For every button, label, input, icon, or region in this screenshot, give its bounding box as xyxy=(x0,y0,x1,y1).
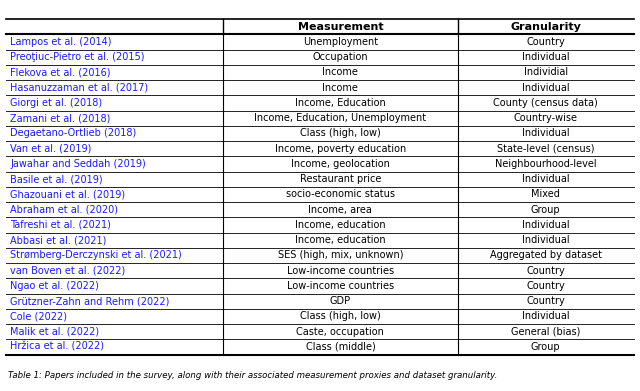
Text: Lampos et al. (2014): Lampos et al. (2014) xyxy=(10,37,111,47)
Text: Aggregated by dataset: Aggregated by dataset xyxy=(490,250,602,260)
Text: Low-income countries: Low-income countries xyxy=(287,265,394,276)
Text: Neighbourhood-level: Neighbourhood-level xyxy=(495,159,596,169)
Text: Tafreshi et al. (2021): Tafreshi et al. (2021) xyxy=(10,220,111,230)
Text: Measurement: Measurement xyxy=(298,22,383,32)
Text: Individual: Individual xyxy=(522,235,570,245)
Text: Giorgi et al. (2018): Giorgi et al. (2018) xyxy=(10,98,102,108)
Text: Individial: Individial xyxy=(524,68,568,77)
Text: Ngao et al. (2022): Ngao et al. (2022) xyxy=(10,281,99,291)
Text: Income, education: Income, education xyxy=(295,235,386,245)
Text: Mixed: Mixed xyxy=(531,189,560,199)
Text: Income, geolocation: Income, geolocation xyxy=(291,159,390,169)
Text: Income: Income xyxy=(323,68,358,77)
Text: Flekova et al. (2016): Flekova et al. (2016) xyxy=(10,68,111,77)
Text: Grützner-Zahn and Rehm (2022): Grützner-Zahn and Rehm (2022) xyxy=(10,296,170,306)
Text: Individual: Individual xyxy=(522,174,570,184)
Text: Country: Country xyxy=(527,37,565,47)
Text: Hržica et al. (2022): Hržica et al. (2022) xyxy=(10,342,104,352)
Text: Ghazouani et al. (2019): Ghazouani et al. (2019) xyxy=(10,189,125,199)
Text: van Boven et al. (2022): van Boven et al. (2022) xyxy=(10,265,125,276)
Text: Low-income countries: Low-income countries xyxy=(287,281,394,291)
Text: Abbasi et al. (2021): Abbasi et al. (2021) xyxy=(10,235,106,245)
Text: Individual: Individual xyxy=(522,52,570,62)
Text: Zamani et al. (2018): Zamani et al. (2018) xyxy=(10,113,111,123)
Text: Income, education: Income, education xyxy=(295,220,386,230)
Text: Individual: Individual xyxy=(522,128,570,138)
Text: Cole (2022): Cole (2022) xyxy=(10,311,67,321)
Text: Income, poverty education: Income, poverty education xyxy=(275,143,406,154)
Text: Van et al. (2019): Van et al. (2019) xyxy=(10,143,92,154)
Text: General (bias): General (bias) xyxy=(511,326,580,337)
Text: Basile et al. (2019): Basile et al. (2019) xyxy=(10,174,103,184)
Text: Income, area: Income, area xyxy=(308,204,372,215)
Text: Class (high, low): Class (high, low) xyxy=(300,311,381,321)
Text: Malik et al. (2022): Malik et al. (2022) xyxy=(10,326,99,337)
Text: Class (high, low): Class (high, low) xyxy=(300,128,381,138)
Text: Table 1: Papers included in the survey, along with their associated measurement : Table 1: Papers included in the survey, … xyxy=(8,371,497,380)
Text: Income, Education: Income, Education xyxy=(295,98,386,108)
Text: Group: Group xyxy=(531,342,561,352)
Text: SES (high, mix, unknown): SES (high, mix, unknown) xyxy=(278,250,403,260)
Text: Individual: Individual xyxy=(522,220,570,230)
Text: Country: Country xyxy=(527,296,565,306)
Text: Class (middle): Class (middle) xyxy=(305,342,375,352)
Text: County (census data): County (census data) xyxy=(493,98,598,108)
Text: Caste, occupation: Caste, occupation xyxy=(296,326,385,337)
Text: Individual: Individual xyxy=(522,311,570,321)
Text: Preoţiuc-Pietro et al. (2015): Preoţiuc-Pietro et al. (2015) xyxy=(10,52,145,62)
Text: Country: Country xyxy=(527,265,565,276)
Text: Hasanuzzaman et al. (2017): Hasanuzzaman et al. (2017) xyxy=(10,83,148,93)
Text: Restaurant price: Restaurant price xyxy=(300,174,381,184)
Text: Granularity: Granularity xyxy=(510,22,581,32)
Text: Income, Education, Unemployment: Income, Education, Unemployment xyxy=(254,113,426,123)
Text: GDP: GDP xyxy=(330,296,351,306)
Text: Jawahar and Seddah (2019): Jawahar and Seddah (2019) xyxy=(10,159,146,169)
Text: Country: Country xyxy=(527,281,565,291)
Text: Country-wise: Country-wise xyxy=(514,113,578,123)
Text: Unemployment: Unemployment xyxy=(303,37,378,47)
Text: Strømberg-Derczynski et al. (2021): Strømberg-Derczynski et al. (2021) xyxy=(10,250,182,260)
Text: Group: Group xyxy=(531,204,561,215)
Text: socio-economic status: socio-economic status xyxy=(286,189,395,199)
Text: Occupation: Occupation xyxy=(312,52,368,62)
Text: State-level (census): State-level (census) xyxy=(497,143,595,154)
Text: Income: Income xyxy=(323,83,358,93)
Text: Abraham et al. (2020): Abraham et al. (2020) xyxy=(10,204,118,215)
Text: Degaetano-Ortlieb (2018): Degaetano-Ortlieb (2018) xyxy=(10,128,136,138)
Text: Individual: Individual xyxy=(522,83,570,93)
